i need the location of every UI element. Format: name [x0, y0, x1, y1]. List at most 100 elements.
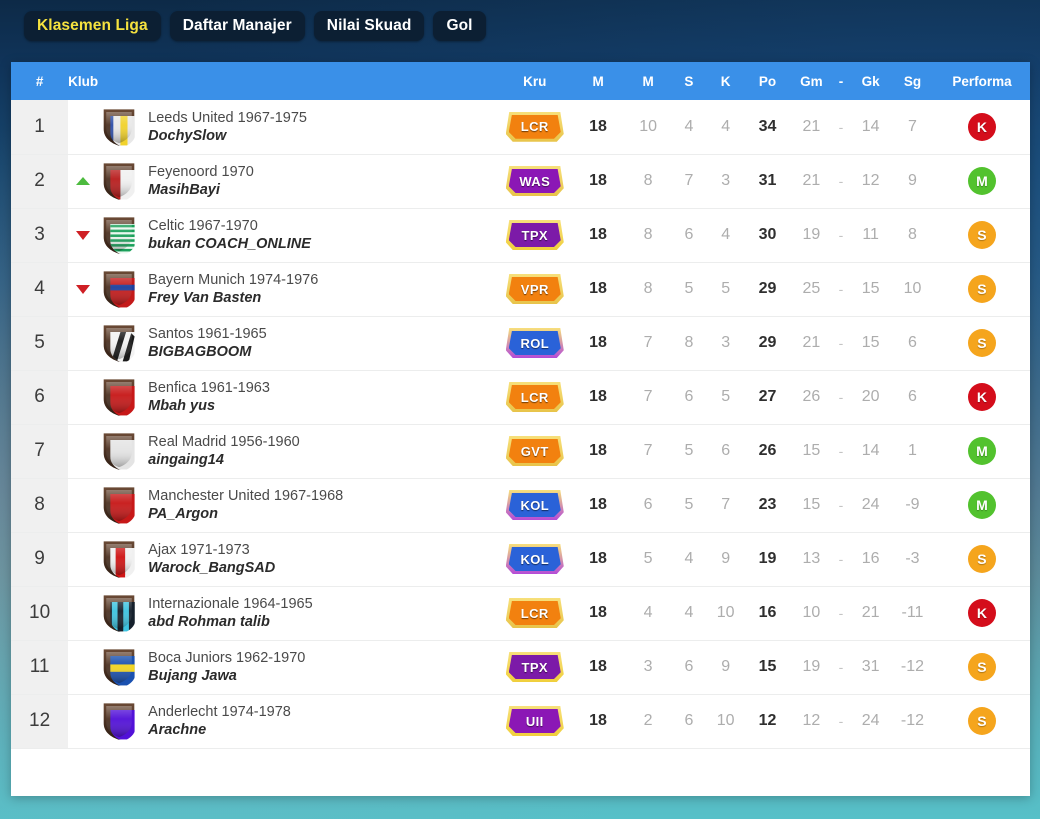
crew-badge[interactable]: VPR: [505, 274, 564, 304]
row-crew-cell[interactable]: TPX: [499, 208, 570, 262]
row-performance-cell[interactable]: M: [934, 424, 1030, 478]
table-row[interactable]: 11 Boca Juniors 1962-1970 Bujang Jawa: [11, 640, 1030, 694]
row-performance-cell[interactable]: M: [934, 154, 1030, 208]
row-performance-cell[interactable]: S: [934, 208, 1030, 262]
performance-badge[interactable]: S: [967, 707, 996, 735]
performance-badge[interactable]: S: [967, 653, 996, 681]
table-row[interactable]: 6 Benfica 1961-1963 Mbah yus: [11, 370, 1030, 424]
column-header-rank[interactable]: #: [11, 62, 69, 100]
column-header-goal-diff[interactable]: Sg: [891, 62, 934, 100]
club-name: Manchester United 1967-1968: [148, 487, 344, 504]
crew-badge[interactable]: GVT: [505, 436, 564, 466]
table-row[interactable]: 3 Celtic 1967-1970 bukan COACH_ONLINE: [11, 208, 1030, 262]
row-crew-cell[interactable]: LCR: [499, 100, 570, 154]
column-header-club[interactable]: Klub: [68, 62, 171, 100]
table-row[interactable]: 7 Real Madrid 1956-1960 aingaing14: [11, 424, 1030, 478]
row-crew-cell[interactable]: UII: [499, 694, 570, 748]
table-row[interactable]: 5 Santos 1961-1965 BIGBAGBOOM: [11, 316, 1030, 370]
crew-badge[interactable]: LCR: [505, 598, 564, 628]
column-header-points[interactable]: Po: [744, 62, 791, 100]
crew-badge[interactable]: LCR: [505, 111, 564, 142]
performance-badge[interactable]: K: [967, 599, 996, 627]
crew-label: WAS: [519, 173, 551, 189]
tab-klasemen-liga[interactable]: Klasemen Liga: [24, 11, 161, 42]
tab-nilai-skuad[interactable]: Nilai Skuad: [313, 11, 425, 42]
row-crew-cell[interactable]: KOL: [499, 532, 570, 586]
table-row[interactable]: 2 Feyenoord 1970 MasihBayi: [11, 154, 1030, 208]
performance-badge[interactable]: K: [967, 383, 996, 411]
tab-gol[interactable]: Gol: [433, 11, 486, 42]
column-header-loss[interactable]: K: [707, 62, 745, 100]
column-header-goals-for[interactable]: Gm: [791, 62, 832, 100]
performance-badge[interactable]: S: [967, 275, 996, 303]
table-row[interactable]: 8 Manchester United 1967-1968 PA_Argon: [11, 478, 1030, 532]
row-goals-against: 15: [861, 334, 880, 351]
crew-badge[interactable]: UII: [505, 706, 564, 736]
row-crew-cell[interactable]: LCR: [499, 586, 570, 640]
row-club-cell[interactable]: Celtic 1967-1970 bukan COACH_ONLINE: [68, 208, 499, 262]
row-crew-cell[interactable]: KOL: [499, 478, 570, 532]
row-crew-cell[interactable]: TPX: [499, 640, 570, 694]
column-header-draw[interactable]: S: [670, 62, 708, 100]
row-crew-cell[interactable]: GVT: [499, 424, 570, 478]
row-club-cell[interactable]: Internazionale 1964-1965 abd Rohman tali…: [68, 586, 499, 640]
row-loss: 10: [716, 604, 735, 621]
table-row[interactable]: 4 Bayern Munich 1974-1976 Frey Van Baste…: [11, 262, 1030, 316]
row-club-cell[interactable]: Manchester United 1967-1968 PA_Argon: [68, 478, 499, 532]
row-club-cell[interactable]: Benfica 1961-1963 Mbah yus: [68, 370, 499, 424]
table-row[interactable]: 10 Internazionale 1964-1965 abd Rohman t…: [11, 586, 1030, 640]
performance-badge[interactable]: M: [967, 491, 996, 519]
performance-badge[interactable]: M: [967, 167, 996, 195]
row-rank: 1: [11, 100, 69, 154]
table-row[interactable]: 9 Ajax 1971-1973 Warock_BangSAD: [11, 532, 1030, 586]
row-club-cell[interactable]: Feyenoord 1970 MasihBayi: [68, 154, 499, 208]
column-header-spacer: [170, 62, 500, 100]
row-club-cell[interactable]: Real Madrid 1956-1960 aingaing14: [68, 424, 499, 478]
row-performance-cell[interactable]: K: [934, 586, 1030, 640]
crew-badge[interactable]: TPX: [505, 220, 564, 250]
row-crew-cell[interactable]: VPR: [499, 262, 570, 316]
row-crew-cell[interactable]: WAS: [499, 154, 570, 208]
table-row[interactable]: 12 Anderlecht 1974-1978 Arachne: [11, 694, 1030, 748]
table-row[interactable]: 1 Leeds United 1967-1975 DochySlow: [11, 100, 1030, 154]
row-goals-against: 24: [861, 496, 880, 513]
performance-badge[interactable]: M: [967, 437, 996, 465]
row-club-cell[interactable]: Leeds United 1967-1975 DochySlow: [68, 100, 499, 154]
row-performance-cell[interactable]: K: [934, 370, 1030, 424]
row-performance-cell[interactable]: S: [934, 316, 1030, 370]
crew-badge[interactable]: WAS: [505, 166, 564, 196]
row-performance-cell[interactable]: S: [934, 694, 1030, 748]
row-performance-cell[interactable]: M: [934, 478, 1030, 532]
row-performance-cell[interactable]: S: [934, 262, 1030, 316]
crew-badge[interactable]: KOL: [505, 490, 564, 520]
table-header-row: # Klub Kru M M S K Po Gm - Gk Sg Perform…: [11, 62, 1030, 100]
row-crew-cell[interactable]: LCR: [499, 370, 570, 424]
performance-badge[interactable]: S: [967, 221, 996, 249]
row-goal-dash: -: [838, 335, 844, 351]
row-performance-cell[interactable]: S: [934, 532, 1030, 586]
row-performance-cell[interactable]: S: [934, 640, 1030, 694]
club-name: Feyenoord 1970: [148, 163, 254, 180]
crew-badge[interactable]: ROL: [505, 328, 564, 358]
row-club-cell[interactable]: Boca Juniors 1962-1970 Bujang Jawa: [68, 640, 499, 694]
column-header-performance[interactable]: Performa: [933, 62, 1030, 100]
crew-badge[interactable]: KOL: [505, 544, 564, 574]
column-header-win[interactable]: M: [625, 62, 671, 100]
column-header-played[interactable]: M: [570, 62, 626, 100]
row-club-cell[interactable]: Anderlecht 1974-1978 Arachne: [68, 694, 499, 748]
tab-daftar-manajer[interactable]: Daftar Manajer: [169, 11, 305, 42]
performance-badge[interactable]: S: [967, 545, 996, 573]
column-header-crew[interactable]: Kru: [499, 62, 571, 100]
crew-badge[interactable]: LCR: [505, 382, 564, 412]
row-club-cell[interactable]: Bayern Munich 1974-1976 Frey Van Basten: [68, 262, 499, 316]
row-points: 19: [758, 550, 777, 567]
crew-badge[interactable]: TPX: [505, 652, 564, 682]
row-club-cell[interactable]: Santos 1961-1965 BIGBAGBOOM: [68, 316, 499, 370]
row-performance-cell[interactable]: K: [934, 100, 1030, 154]
row-goals-for: 19: [802, 226, 821, 243]
row-crew-cell[interactable]: ROL: [499, 316, 570, 370]
row-club-cell[interactable]: Ajax 1971-1973 Warock_BangSAD: [68, 532, 499, 586]
performance-badge[interactable]: K: [967, 112, 996, 141]
column-header-goals-against[interactable]: Gk: [850, 62, 892, 100]
performance-badge[interactable]: S: [967, 329, 996, 357]
